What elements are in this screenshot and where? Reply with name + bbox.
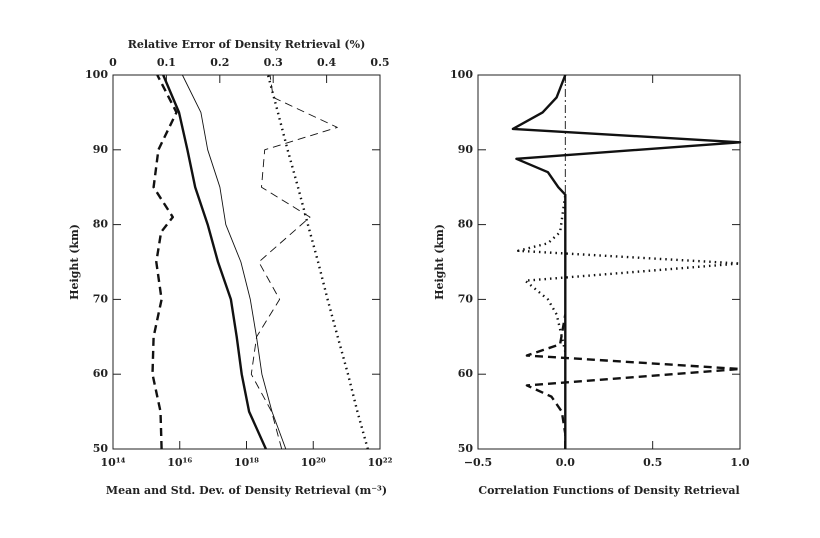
y-tick-label: 60: [458, 367, 474, 380]
x-tick-label: 10¹⁶: [167, 456, 192, 469]
x-tick-label: 10²⁰: [301, 456, 326, 469]
y-tick-label: 80: [458, 218, 474, 231]
x-tick-label: 1.0: [730, 456, 749, 469]
x2-axis-label: Relative Error of Density Retrieval (%): [128, 38, 366, 51]
y-tick-label: 70: [93, 292, 109, 305]
y-axis-label: Height (km): [68, 224, 81, 300]
data-line: [181, 74, 287, 450]
y-tick-label: 90: [458, 143, 474, 156]
y-tick-label: 80: [93, 218, 109, 231]
y-axis-label: Height (km): [433, 224, 446, 300]
x2-tick-label: 0.5: [370, 56, 389, 69]
x-axis-label: Correlation Functions of Density Retriev…: [478, 484, 739, 497]
data-line: [511, 74, 742, 449]
x-tick-label: 10¹⁸: [234, 456, 259, 469]
y-tick-label: 90: [93, 143, 109, 156]
x2-tick-label: 0: [109, 56, 117, 69]
x-tick-label: −0.5: [464, 456, 492, 469]
x2-tick-label: 0.3: [264, 56, 283, 69]
y-tick-label: 50: [93, 442, 109, 455]
y-tick-label: 100: [85, 68, 108, 81]
data-line: [266, 74, 369, 450]
x-tick-label: 10¹⁴: [101, 456, 126, 469]
data-line: [162, 74, 267, 450]
y-tick-label: 100: [450, 68, 473, 81]
x-axis-label: Mean and Std. Dev. of Density Retrieval …: [106, 484, 387, 497]
y-tick-label: 70: [458, 292, 474, 305]
y-tick-label: 50: [458, 442, 474, 455]
plot-frame: [477, 74, 741, 450]
x2-tick-label: 0.1: [157, 56, 176, 69]
data-line: [525, 314, 742, 449]
x-tick-label: 0.5: [643, 456, 662, 469]
x2-tick-label: 0.2: [210, 56, 229, 69]
x-tick-label: 10²²: [368, 456, 393, 469]
data-line: [151, 74, 178, 450]
x2-tick-label: 0.4: [317, 56, 336, 69]
x-tick-label: 0.0: [556, 456, 575, 469]
y-tick-label: 60: [93, 367, 109, 380]
data-line: [517, 194, 742, 353]
data-line: [250, 74, 338, 450]
